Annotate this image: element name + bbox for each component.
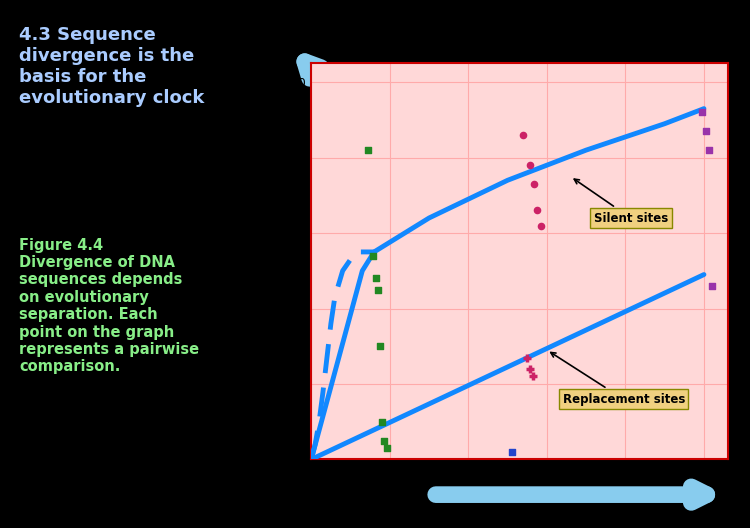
Text: Replacement sites: Replacement sites (550, 353, 685, 406)
Point (532, 206, 544, 215)
Point (521, 353, 533, 362)
Point (376, 418, 388, 426)
Point (700, 127, 712, 136)
Point (372, 286, 384, 294)
Point (535, 221, 547, 230)
Point (695, 108, 707, 117)
Text: Silent sites: Silent sites (574, 179, 668, 225)
Text: 4.3 Sequence
divergence is the
basis for the
evolutionary clock: 4.3 Sequence divergence is the basis for… (19, 26, 204, 107)
Text: Million years of separation: Million years of separation (422, 472, 587, 485)
Point (518, 131, 530, 139)
Text: Corrected percent divergence: Corrected percent divergence (400, 33, 587, 46)
Point (382, 444, 394, 452)
Point (526, 372, 538, 381)
Point (378, 436, 390, 445)
Point (527, 180, 539, 188)
Point (706, 281, 718, 290)
Text: Figure 4.4
Divergence of DNA
sequences depends
on evolutionary
separation. Each
: Figure 4.4 Divergence of DNA sequences d… (19, 238, 199, 374)
Point (524, 161, 536, 169)
Point (506, 448, 518, 456)
Point (367, 251, 379, 260)
Point (374, 342, 386, 351)
Point (370, 274, 382, 282)
Point (703, 146, 715, 154)
Text: 清华大学: 清华大学 (48, 495, 72, 505)
Point (524, 365, 536, 373)
Point (362, 146, 374, 154)
